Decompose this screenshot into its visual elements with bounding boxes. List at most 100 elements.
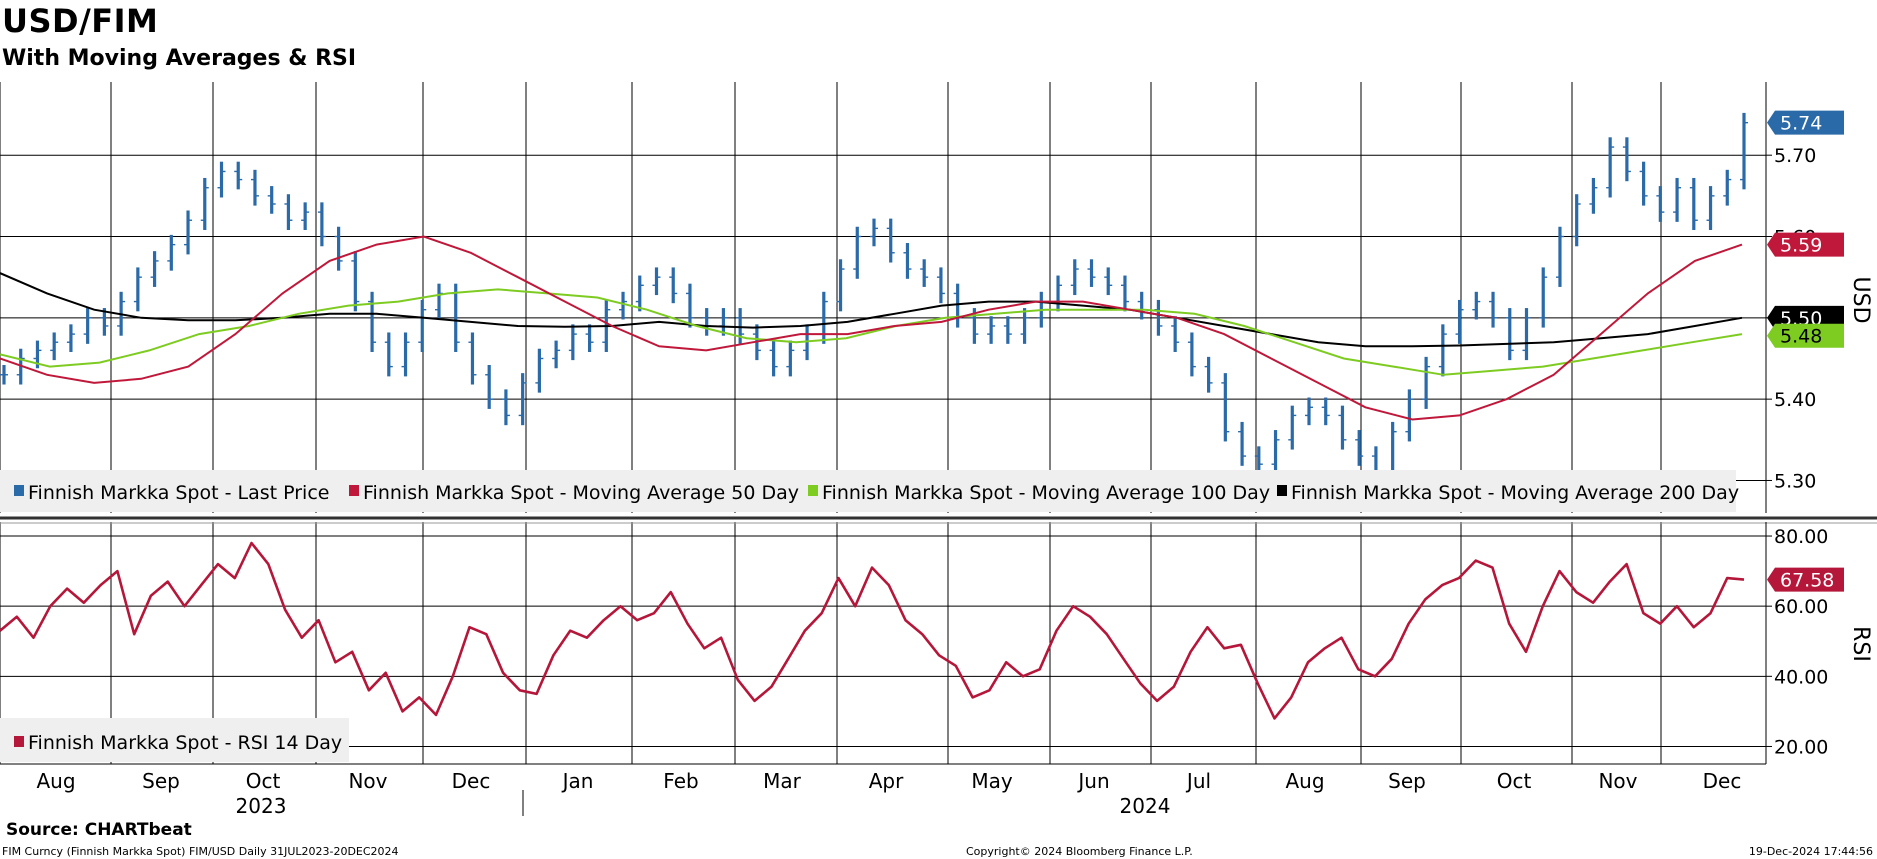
price-bar <box>1441 324 1445 377</box>
price-bar <box>186 210 190 255</box>
price-bar <box>1391 421 1395 483</box>
y-tick-label: 5.40 <box>1774 389 1816 411</box>
chart-subtitle: With Moving Averages & RSI <box>2 46 357 71</box>
price-bar <box>337 226 341 271</box>
price-bar <box>487 364 491 409</box>
price-bar <box>1374 446 1378 483</box>
last-price-tag: 5.74 <box>1767 110 1844 135</box>
price-bar <box>1190 332 1194 377</box>
ma100-tag: 5.48 <box>1767 323 1844 348</box>
ma50-line <box>0 235 1743 421</box>
legend-label: Finnish Markka Spot - Moving Average 100… <box>822 482 1270 504</box>
x-tick-label: Oct <box>246 769 281 793</box>
price-bar <box>1173 316 1177 352</box>
timestamp: 19-Dec-2024 17:44:56 <box>1748 845 1873 858</box>
price-bar <box>1424 356 1428 409</box>
price-bar <box>1692 177 1696 231</box>
price-bar <box>688 283 692 328</box>
price-bar <box>1675 177 1679 222</box>
price-bar <box>437 283 441 320</box>
price-bar <box>1541 267 1545 328</box>
x-tick-label: Aug <box>1285 769 1324 793</box>
ma100-tag-text: 5.48 <box>1780 326 1822 348</box>
ma100-line <box>0 288 1743 376</box>
price-bar <box>1742 112 1746 190</box>
price-bar <box>1223 373 1227 442</box>
legend-label: Finnish Markka Spot - Moving Average 50 … <box>363 482 799 504</box>
price-bar <box>1508 308 1512 361</box>
legend-swatch <box>349 485 359 496</box>
y-tick-label: 5.70 <box>1774 145 1816 167</box>
ma50-tag: 5.59 <box>1767 232 1844 257</box>
price-bar <box>470 332 475 385</box>
price-bar <box>353 251 357 312</box>
price-bar <box>788 340 792 377</box>
price-bar <box>203 177 207 231</box>
price-bar <box>822 291 826 344</box>
x-tick-label: Feb <box>663 769 698 793</box>
price-bars <box>0 112 1748 483</box>
price-bar <box>52 332 56 361</box>
price-bar <box>905 243 910 279</box>
rsi-last-tag-shape <box>1767 567 1844 592</box>
legend-swatch <box>808 485 818 496</box>
x-tick-label: Nov <box>348 769 387 793</box>
price-bar <box>1625 137 1629 182</box>
price-bar <box>1089 259 1094 287</box>
x-tick-label: Jun <box>1076 769 1109 793</box>
price-bar <box>370 291 374 352</box>
price-bar <box>1056 275 1060 312</box>
price-bar <box>1307 397 1311 426</box>
rsi-legend <box>0 718 349 762</box>
price-bar <box>1558 226 1562 287</box>
legend-swatch <box>14 736 24 747</box>
price-bar <box>889 218 893 263</box>
price-bar <box>270 186 274 214</box>
x-tick-label: Oct <box>1497 769 1532 793</box>
price-bar <box>219 161 224 198</box>
price-bar <box>1290 405 1294 450</box>
year-label: 2024 <box>1120 794 1171 818</box>
price-bar <box>1357 430 1361 466</box>
price-bar <box>1642 161 1646 206</box>
last-price-tag-text: 5.74 <box>1780 113 1822 135</box>
price-bar <box>554 340 558 369</box>
ma50-tag-shape <box>1767 232 1844 257</box>
legend-swatch <box>1277 485 1287 496</box>
price-bar <box>320 202 324 247</box>
price-bar <box>387 332 391 377</box>
x-tick-label: Dec <box>1703 769 1742 793</box>
price-bar <box>537 348 541 393</box>
price-bar <box>1240 421 1244 466</box>
last-price-tag-shape <box>1767 110 1844 135</box>
legend-swatch <box>14 485 24 496</box>
price-bar <box>169 234 173 271</box>
legend-label: Finnish Markka Spot - Moving Average 200… <box>1291 482 1739 504</box>
price-bar <box>504 389 508 426</box>
price-bar <box>86 308 90 344</box>
price-bar <box>1491 291 1495 328</box>
x-tick-label: Nov <box>1598 769 1637 793</box>
copyright-notice: Copyright© 2024 Bloomberg Finance L.P. <box>966 845 1193 858</box>
price-bar <box>1073 259 1077 296</box>
price-bar <box>420 299 424 352</box>
x-tick-label: Dec <box>452 769 491 793</box>
source-label: Source: CHARTbeat <box>6 820 192 840</box>
price-bar <box>1273 430 1278 474</box>
legend-label: Finnish Markka Spot - Last Price <box>28 482 329 504</box>
price-bar <box>638 275 642 312</box>
price-bar <box>136 267 140 312</box>
price-bar <box>1257 446 1261 474</box>
price-bar <box>1474 291 1478 320</box>
price-bar <box>1591 177 1596 214</box>
price-bar <box>403 332 408 377</box>
y-tick-label: 40.00 <box>1774 666 1828 688</box>
price-bar <box>1658 186 1662 222</box>
x-tick-label: Jul <box>1185 769 1211 793</box>
price-bar <box>102 308 106 336</box>
rsi-last-tag: 67.58 <box>1767 567 1844 592</box>
price-bar <box>303 202 307 231</box>
price-bar <box>587 324 592 352</box>
price-bar <box>654 267 659 296</box>
rsi-last-tag-text: 67.58 <box>1780 570 1834 592</box>
